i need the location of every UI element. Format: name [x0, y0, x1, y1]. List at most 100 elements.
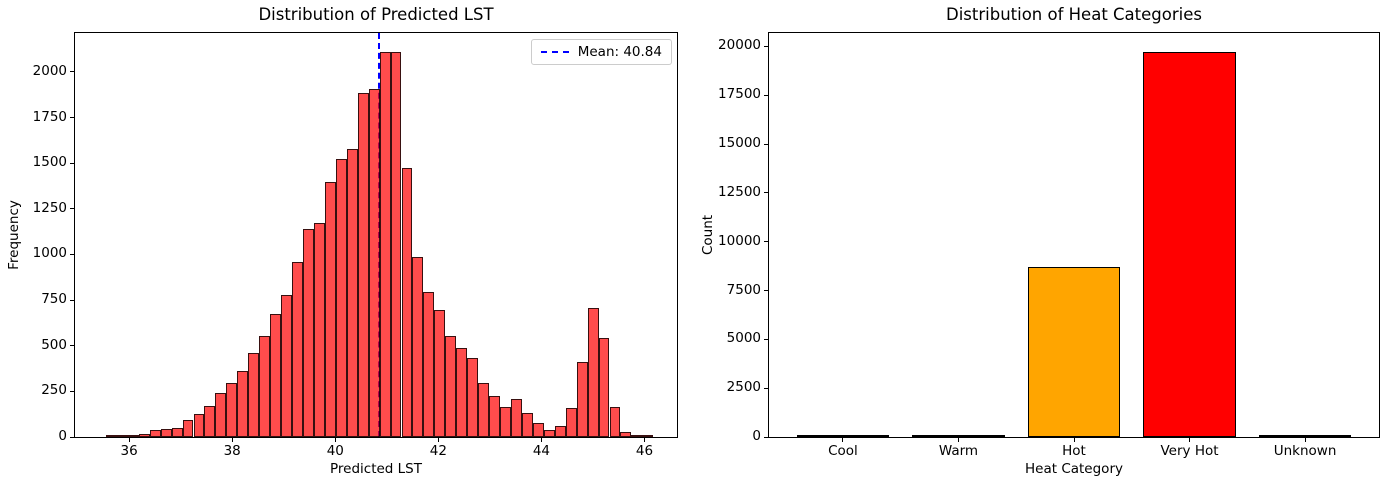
histogram-bar [270, 313, 282, 437]
y-tick-label: 1000 [32, 245, 67, 262]
histogram-bar [631, 435, 643, 437]
y-tick-mark [70, 299, 74, 301]
y-tick-mark [764, 94, 768, 96]
histogram-bar [379, 52, 391, 437]
y-tick-mark [764, 387, 768, 389]
y-tick-mark [764, 290, 768, 292]
histogram-title: Distribution of Predicted LST [258, 5, 494, 24]
histogram-bar [412, 256, 424, 437]
category-bar [1258, 435, 1352, 437]
x-tick-mark [1304, 438, 1306, 442]
histogram-bar [259, 336, 271, 437]
histogram-bar [215, 392, 227, 437]
histogram-bar [116, 435, 128, 437]
histogram-bar [335, 159, 347, 437]
x-tick-label: Warm [938, 443, 979, 459]
y-tick-mark [70, 71, 74, 73]
x-tick-mark [842, 438, 844, 442]
y-tick-label: 15000 [718, 135, 761, 152]
y-tick-mark [764, 45, 768, 47]
histogram-bar [434, 309, 446, 437]
histogram-bar [193, 414, 205, 437]
histogram-bar [138, 433, 150, 437]
y-tick-label: 12500 [718, 183, 761, 200]
histogram-bar [204, 406, 216, 437]
histogram-bar [105, 435, 117, 437]
y-tick-mark [764, 436, 768, 438]
x-tick-mark [1189, 438, 1191, 442]
y-tick-label: 750 [41, 291, 67, 308]
y-tick-label: 17500 [718, 86, 761, 103]
y-tick-label: 7500 [726, 281, 761, 298]
histogram-plot-area: Mean: 40.84 36 38 40 42 44 46 0 250 500 750 1000 12… [33, 32, 678, 459]
y-tick-label: 250 [41, 382, 67, 399]
histogram-bar [182, 420, 194, 437]
y-tick-label: 1250 [32, 199, 67, 216]
histogram-bar [489, 396, 501, 437]
y-tick-mark [70, 162, 74, 164]
y-tick-label: 2000 [32, 62, 67, 79]
y-tick-mark [70, 390, 74, 392]
y-tick-mark [70, 208, 74, 210]
x-tick-label: Very Hot [1160, 443, 1219, 459]
histogram-bar [390, 52, 402, 437]
x-tick-label: 36 [120, 443, 138, 459]
x-tick-mark [128, 438, 130, 442]
x-tick-mark [957, 438, 959, 442]
histogram-bar [609, 407, 621, 437]
y-tick-label: 2500 [726, 379, 761, 396]
histogram-bar [171, 427, 183, 437]
category-bar [1027, 267, 1121, 437]
legend: Mean: 40.84 [530, 39, 672, 65]
histogram-bar [445, 336, 457, 437]
y-tick-mark [764, 241, 768, 243]
bar-chart-plot-area: Cool Warm Hot Very Hot Unknown 0 2500 5000 7500 1… [718, 32, 1380, 459]
legend-dashed-line-icon [540, 51, 569, 53]
y-tick-mark [764, 338, 768, 340]
histogram-bar [313, 222, 325, 437]
histogram-xlabel: Predicted LST [329, 461, 422, 477]
x-tick-label: 46 [635, 443, 654, 459]
histogram-bar [302, 228, 314, 437]
histogram-bar [587, 308, 599, 437]
y-tick-label: 1750 [32, 108, 67, 125]
histogram-bar [521, 412, 533, 437]
histogram-bar [620, 432, 632, 437]
histogram-bar [292, 261, 303, 437]
x-tick-label: Cool [828, 443, 858, 459]
histogram-bar [346, 148, 358, 437]
histogram-bar [543, 430, 555, 437]
histogram-bar [456, 347, 468, 437]
histogram-bar [510, 399, 522, 437]
histogram-bar [576, 362, 588, 437]
y-tick-mark [70, 253, 74, 255]
y-tick-label: 500 [41, 336, 67, 353]
histogram-bar [565, 407, 577, 437]
y-tick-label: 0 [752, 428, 761, 444]
histogram-bar [642, 435, 654, 437]
histogram-bar [237, 370, 249, 437]
y-tick-mark [70, 436, 74, 438]
histogram-bar [248, 353, 260, 437]
histogram-bar [554, 426, 566, 437]
x-tick-label: Hot [1062, 443, 1086, 459]
category-bar [796, 435, 890, 437]
x-tick-mark [231, 438, 233, 442]
y-tick-label: 5000 [726, 330, 761, 347]
x-tick-mark [644, 438, 646, 442]
histogram-bar [149, 430, 161, 437]
histogram-bar [160, 429, 172, 437]
y-tick-mark [764, 192, 768, 194]
histogram-bar [401, 168, 413, 437]
x-tick-label: Unknown [1273, 443, 1337, 459]
y-tick-mark [70, 117, 74, 119]
histogram-bar [423, 291, 435, 437]
y-tick-label: 1500 [32, 154, 67, 171]
x-tick-label: 42 [429, 443, 447, 459]
histogram-bar [226, 382, 238, 437]
y-tick-mark [70, 345, 74, 347]
histogram-bar [357, 92, 369, 437]
x-tick-mark [334, 438, 336, 442]
histogram-bar [368, 88, 380, 437]
category-bar [912, 435, 1005, 437]
